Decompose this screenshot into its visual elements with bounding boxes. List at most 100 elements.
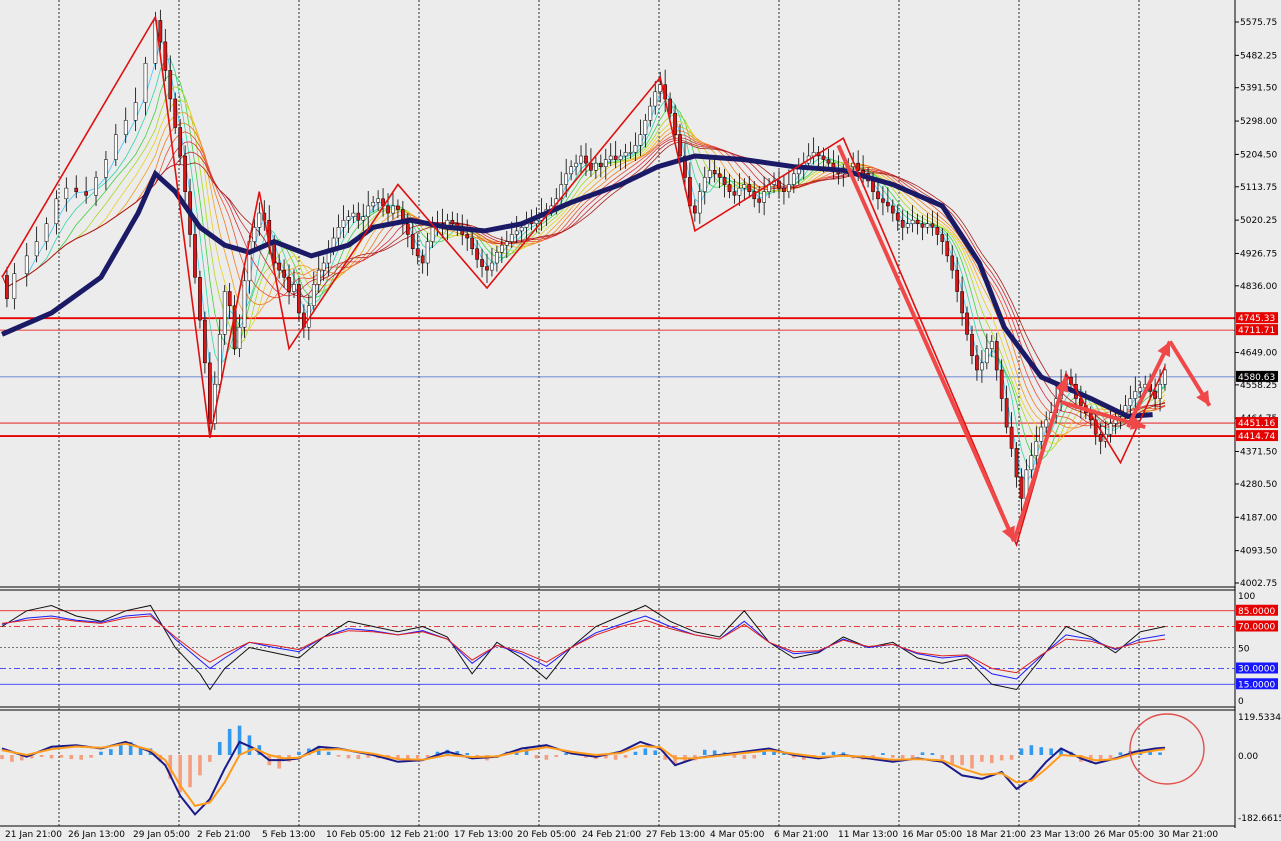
candle-body: [905, 223, 910, 228]
candle-body: [193, 234, 197, 278]
candle-body: [242, 280, 247, 328]
macd-histogram-bar: [1158, 752, 1162, 755]
candle-body: [232, 305, 237, 349]
candle-body: [415, 248, 420, 257]
osc-level-tag-2: [1236, 662, 1278, 674]
macd-histogram-bar: [49, 755, 54, 759]
time-axis-label: 30 Mar 21:00: [1158, 830, 1218, 840]
candle-body: [133, 102, 138, 121]
candle-body: [465, 234, 470, 239]
candle-body: [628, 152, 633, 154]
macd-histogram-bar: [1009, 755, 1014, 760]
macd-histogram-bar: [603, 755, 608, 759]
macd-histogram-bar: [0, 755, 4, 760]
macd-histogram-bar: [663, 755, 667, 760]
macd-histogram-bar: [752, 755, 757, 759]
candle-body: [485, 266, 489, 271]
candle-body: [613, 155, 618, 160]
candle-body: [1138, 387, 1143, 392]
macd-histogram-bar: [326, 751, 331, 755]
macd-histogram-bar: [613, 755, 618, 760]
macd-histogram-bar: [841, 752, 846, 755]
candle-body: [237, 326, 242, 349]
candle-body: [183, 155, 187, 192]
macd-histogram-bar: [237, 725, 242, 755]
macd-histogram-bar: [227, 728, 232, 755]
candle-body: [890, 205, 895, 214]
candle-body: [504, 241, 509, 246]
macd-histogram-bar: [524, 748, 529, 755]
candle-body: [702, 177, 707, 192]
macd-histogram-bar: [89, 755, 93, 758]
candle-body: [430, 227, 435, 242]
candle-body: [712, 170, 717, 175]
time-axis-label: 23 Mar 13:00: [1030, 830, 1090, 840]
candle-body: [64, 187, 69, 200]
macd-histogram-bar: [980, 755, 984, 762]
price-axis-label: 4836.00: [1240, 282, 1277, 292]
candle-body: [737, 187, 742, 196]
osc-level-tag-0: [1236, 604, 1278, 616]
level-tag-label: 4711.71: [1238, 326, 1275, 336]
candle-body: [208, 362, 212, 424]
candle-body: [74, 187, 79, 192]
macd-histogram-bar: [158, 755, 163, 762]
candle-body: [678, 134, 682, 157]
level-tag-0: [1236, 312, 1278, 324]
candle-body: [158, 20, 163, 43]
price-axis-label: 4280.50: [1240, 480, 1277, 490]
macd-histogram-bar: [465, 753, 469, 755]
level-tag-label: 4414.74: [1238, 432, 1275, 442]
macd-histogram-bar: [970, 755, 974, 769]
osc-levels: [0, 610, 1235, 685]
macd-histogram-bar: [138, 746, 143, 755]
candle-body: [475, 248, 479, 260]
candle-body: [495, 252, 499, 264]
price-axis-label: 4187.00: [1240, 513, 1277, 523]
candle-body: [643, 120, 648, 135]
time-axis-label: 17 Feb 13:00: [454, 830, 513, 840]
macd-histogram-bar: [742, 755, 747, 760]
macd-histogram-bar: [762, 751, 766, 755]
candle-body: [594, 162, 598, 171]
level-tag-label: 4745.33: [1238, 314, 1275, 324]
forecast-arrow-1: [1012, 376, 1068, 542]
candle-body: [980, 362, 984, 371]
macd-histogram-bar: [297, 751, 301, 755]
candle-body: [732, 191, 737, 196]
macd-histogram-bar: [19, 755, 24, 761]
price-axis-label: 4558.25: [1240, 381, 1277, 391]
highlight-circle: [1129, 713, 1205, 785]
forecast-arrowhead-1: [1055, 377, 1069, 393]
candle-body: [915, 219, 920, 225]
candle-body: [925, 223, 930, 228]
candle-body: [895, 212, 900, 221]
candle-body: [321, 262, 326, 271]
macd-histogram-bar: [989, 755, 994, 764]
macd-histogram-bar: [950, 755, 954, 764]
candle-body: [608, 155, 613, 160]
macd-histogram-bar: [1148, 751, 1152, 755]
candle-body: [34, 241, 39, 257]
candle-body: [975, 355, 979, 371]
macd-histogram-bar: [633, 751, 638, 755]
candle-body: [173, 98, 178, 128]
time-axis-label: 27 Feb 13:00: [646, 830, 705, 840]
macd-histogram-bar: [435, 751, 440, 755]
candle-body: [762, 191, 766, 203]
osc-axis-label: 100: [1238, 592, 1255, 602]
time-axis-label: 12 Feb 21:00: [390, 830, 449, 840]
candle-body: [391, 205, 395, 214]
candle-body: [881, 198, 885, 203]
macd-histogram-bar: [1029, 745, 1034, 755]
candle-body: [272, 241, 277, 264]
candle-body: [638, 134, 643, 146]
time-axis-label: 20 Feb 05:00: [517, 830, 576, 840]
candle-body: [168, 70, 173, 100]
level-tag-4: [1236, 430, 1278, 442]
candle-body: [653, 91, 658, 107]
candle-body: [311, 284, 316, 307]
time-axis-label: 6 Mar 21:00: [774, 830, 829, 840]
candle-body: [490, 262, 494, 271]
candle-body: [410, 234, 415, 249]
